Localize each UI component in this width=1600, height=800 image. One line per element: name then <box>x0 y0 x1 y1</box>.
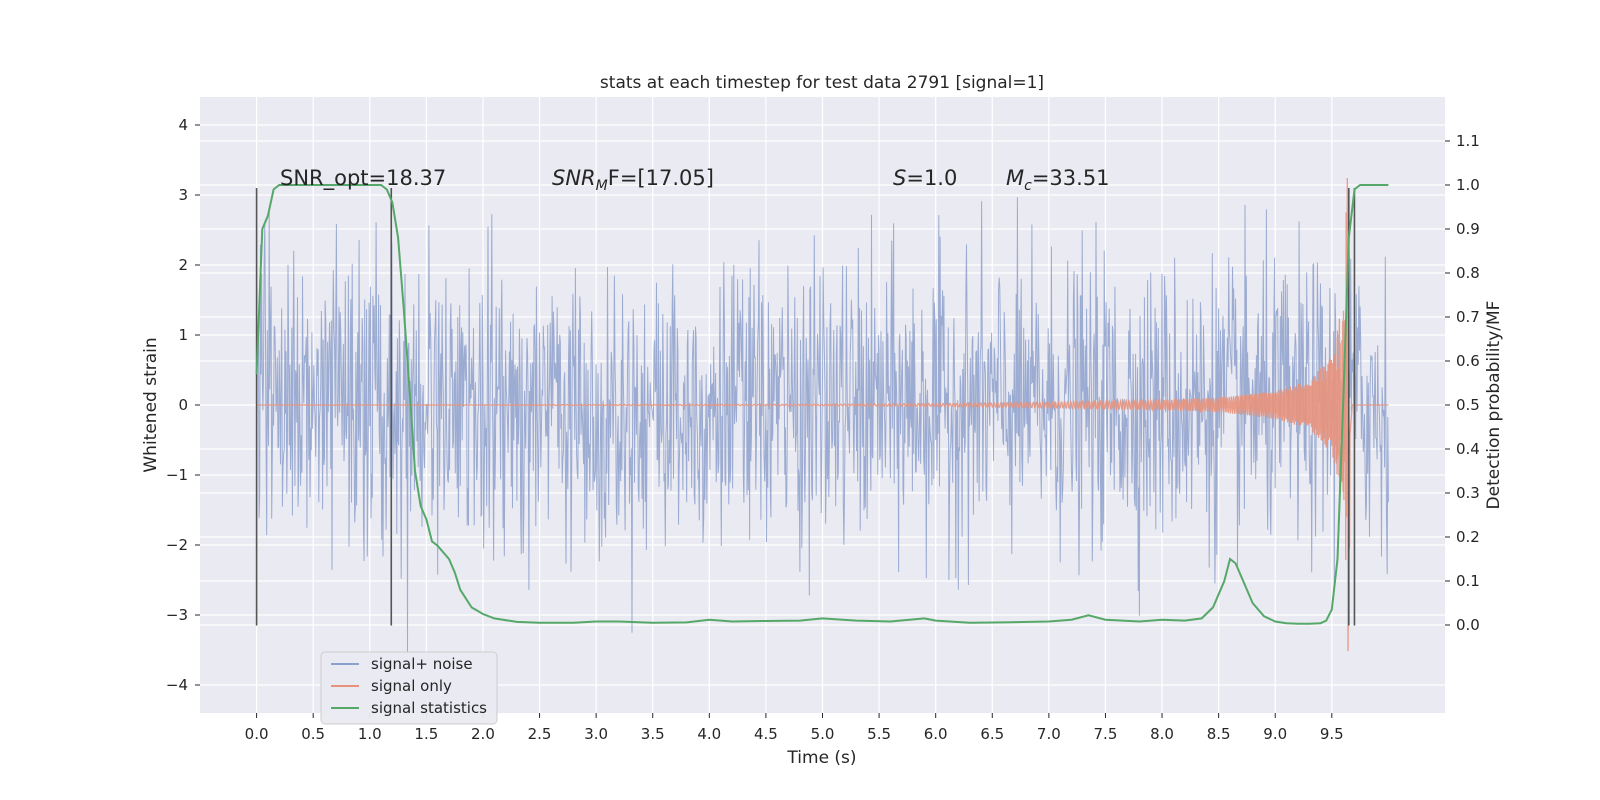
legend-label-signal: signal only <box>371 677 452 695</box>
x-tick-label: 6.0 <box>924 725 948 743</box>
x-axis-label: Time (s) <box>786 748 856 768</box>
y2-tick-label: 0.2 <box>1456 528 1480 546</box>
x-tick-label: 0.0 <box>245 725 269 743</box>
legend-box <box>320 651 498 725</box>
annotation-snr-mf: SNRMF=[17.05] <box>552 166 714 194</box>
x-tick-label: 2.5 <box>528 725 552 743</box>
y-tick-label: −3 <box>166 606 188 624</box>
y2-tick-label: 0.5 <box>1456 396 1480 414</box>
x-tick-label: 8.0 <box>1150 725 1174 743</box>
chart-title: stats at each timestep for test data 279… <box>600 73 1044 93</box>
y-axis-label: Whitened strain <box>141 337 161 472</box>
legend-label-stats: signal statistics <box>371 699 487 717</box>
annotation-mc: Mc=33.51 <box>1006 166 1110 194</box>
y2-tick-label: 0.1 <box>1456 572 1480 590</box>
y-tick-label: −4 <box>166 676 188 694</box>
legend-label-noise: signal+ noise <box>371 655 473 673</box>
annotation-snr-opt: SNR_opt=18.37 <box>280 166 446 191</box>
x-tick-label: 3.0 <box>584 725 608 743</box>
y2-tick-label: 0.9 <box>1456 220 1480 238</box>
legend: signal+ noise signal only signal statist… <box>320 651 498 725</box>
y2-axis-label: Detection probability/MF <box>1484 301 1504 510</box>
x-tick-label: 1.5 <box>414 725 438 743</box>
series-signal-statistics <box>255 184 1389 625</box>
x-tick-label: 0.5 <box>301 725 325 743</box>
x-tick-label: 4.5 <box>754 725 778 743</box>
y2-tick-label: 0.8 <box>1456 264 1480 282</box>
x-tick-label: 3.5 <box>641 725 665 743</box>
x-tick-label: 5.0 <box>811 725 835 743</box>
annotation-s: S=1.0 <box>893 166 957 190</box>
y-axis-left: −4 −3 −2 −1 0 1 2 3 4 <box>166 116 200 694</box>
series-signal-only <box>256 178 1389 651</box>
series-signal-noise <box>256 197 1389 653</box>
signal-line <box>256 178 1389 651</box>
y2-tick-label: 1.1 <box>1456 132 1480 150</box>
y2-tick-label: 0.0 <box>1456 616 1480 634</box>
y-tick-label: 0 <box>178 396 188 414</box>
x-tick-label: 9.5 <box>1320 725 1344 743</box>
x-tick-label: 4.0 <box>697 725 721 743</box>
y2-tick-label: 0.3 <box>1456 484 1480 502</box>
x-tick-label: 1.0 <box>358 725 382 743</box>
x-tick-label: 2.0 <box>471 725 495 743</box>
statistics-line <box>255 184 1389 625</box>
y-tick-label: −1 <box>166 466 188 484</box>
x-tick-label: 7.5 <box>1094 725 1118 743</box>
y2-tick-label: 1.0 <box>1456 176 1480 194</box>
y2-tick-label: 0.7 <box>1456 308 1480 326</box>
noise-line <box>256 197 1389 653</box>
y2-tick-label: 0.4 <box>1456 440 1480 458</box>
y-tick-label: 1 <box>178 326 188 344</box>
x-tick-label: 6.5 <box>980 725 1004 743</box>
x-tick-label: 9.0 <box>1263 725 1287 743</box>
y-tick-label: 3 <box>178 186 188 204</box>
x-tick-label: 5.5 <box>867 725 891 743</box>
y-tick-label: 2 <box>178 256 188 274</box>
x-tick-label: 8.5 <box>1207 725 1231 743</box>
y-tick-label: 4 <box>178 116 188 134</box>
y2-tick-label: 0.6 <box>1456 352 1480 370</box>
y-axis-right: 0.0 0.1 0.2 0.3 0.4 0.5 0.6 0.7 0.8 0.9 1.0 1.1 <box>1445 132 1480 634</box>
y-tick-label: −2 <box>166 536 188 554</box>
x-tick-label: 7.0 <box>1037 725 1061 743</box>
x-axis: 0.0 0.5 1.0 1.5 2.0 2.5 3.0 3.5 4.0 4.5 5.0 5.5 6.0 6… <box>245 713 1344 743</box>
